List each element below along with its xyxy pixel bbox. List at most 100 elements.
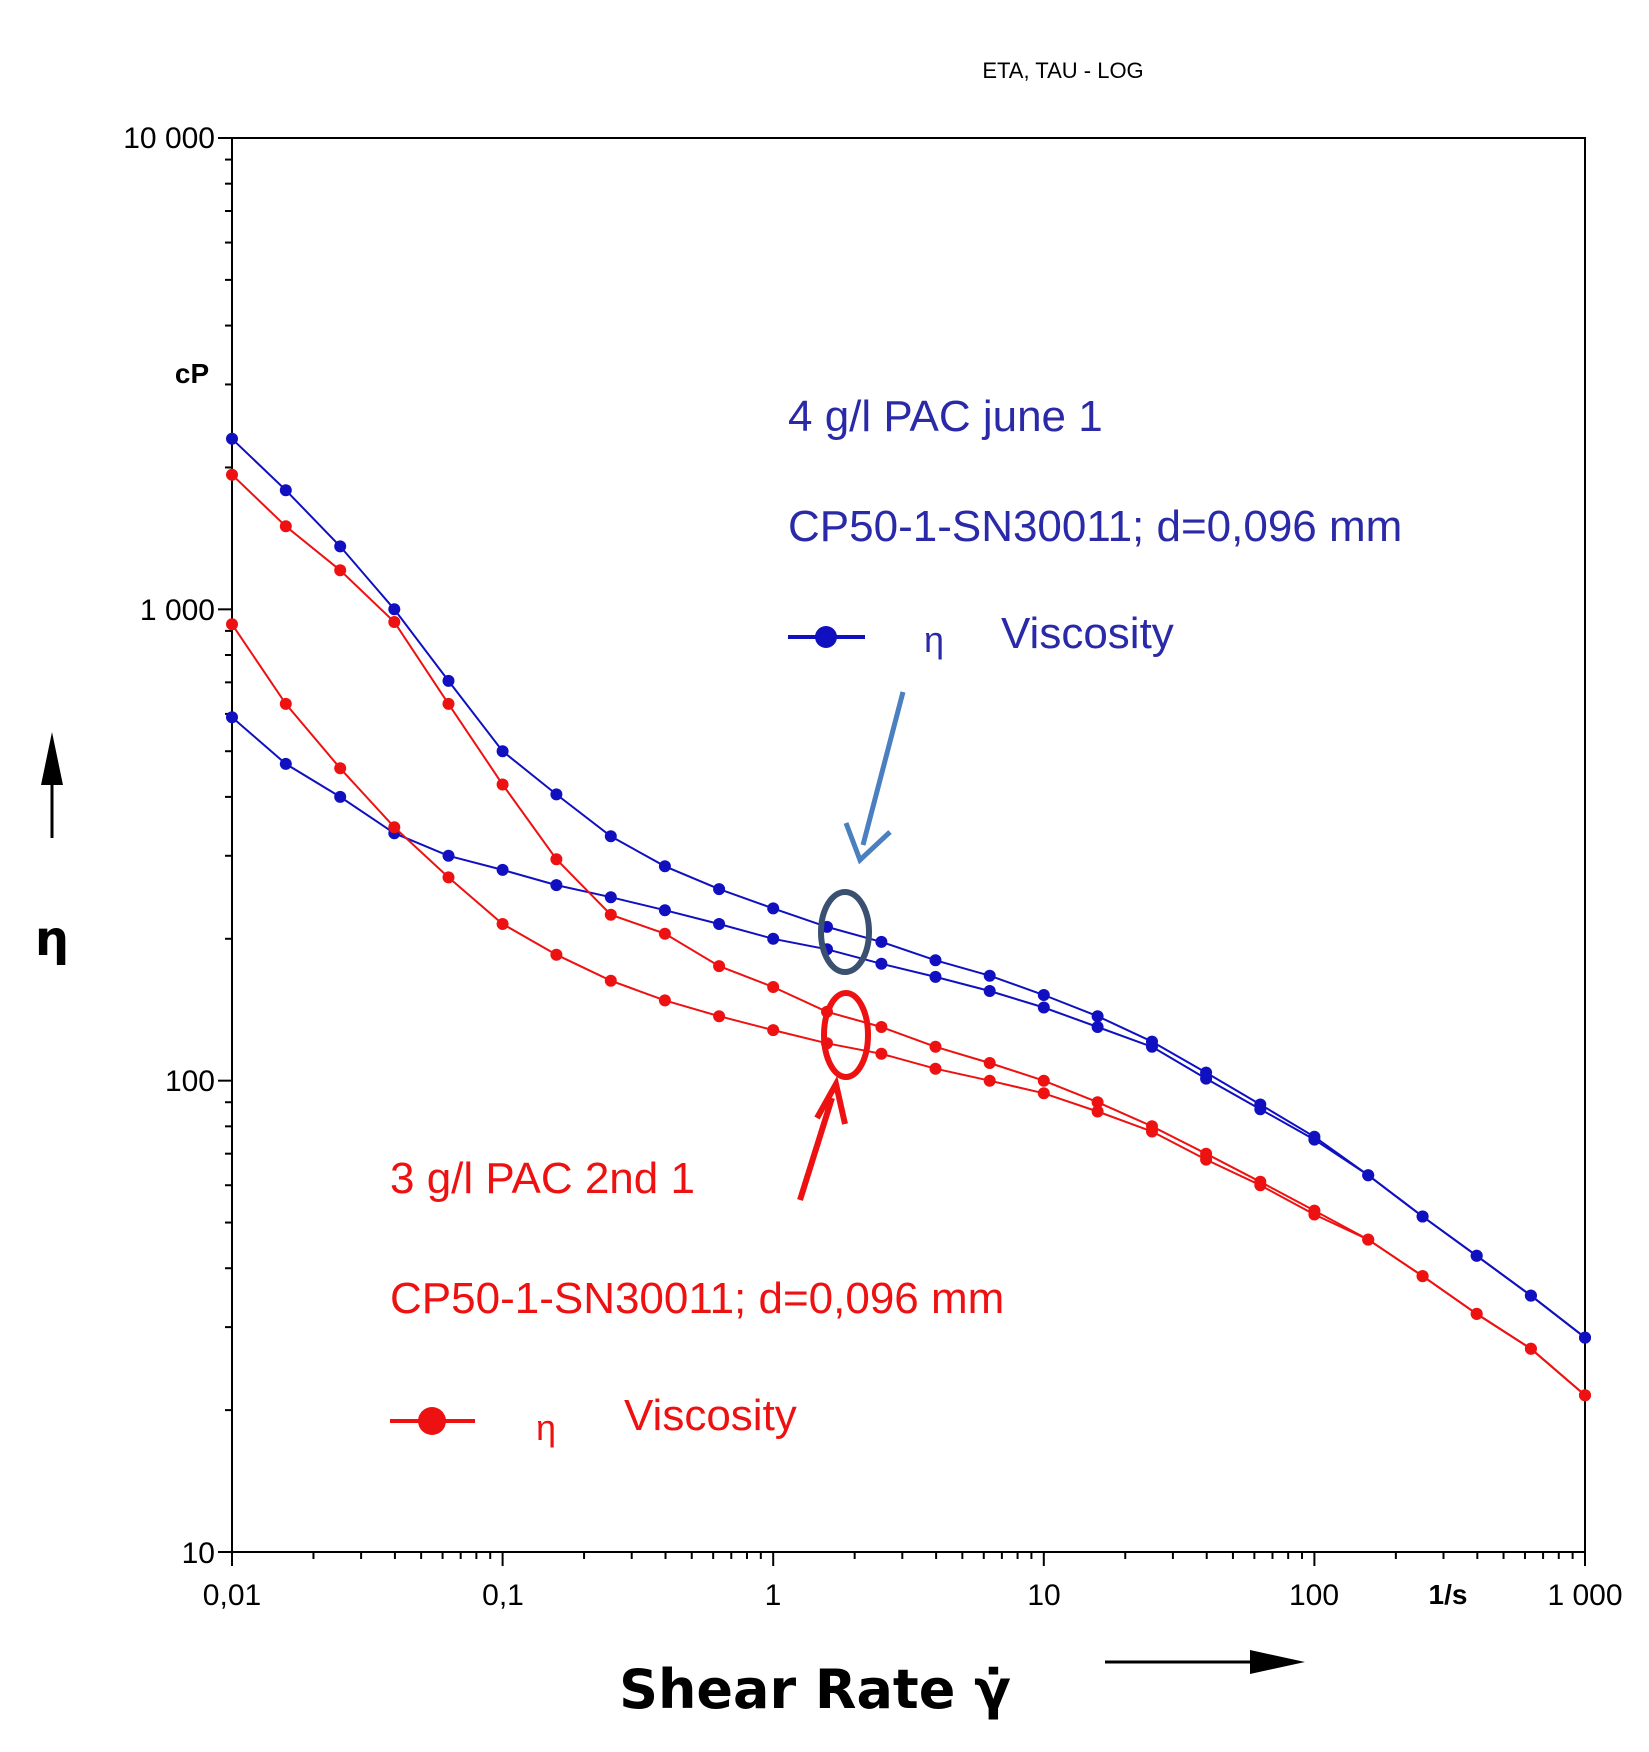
data-point (442, 849, 455, 862)
data-point (658, 927, 671, 940)
data-point (550, 879, 563, 892)
data-point (1308, 1208, 1321, 1221)
data-point (550, 788, 563, 801)
x-axis-arrow (1105, 1650, 1305, 1674)
data-point (226, 618, 238, 631)
data-point (1579, 1389, 1591, 1402)
data-point (1308, 1133, 1321, 1146)
data-point (1254, 1179, 1267, 1192)
data-point (767, 932, 780, 945)
data-point (279, 484, 292, 497)
series-red-2 (226, 468, 1591, 1402)
data-point (334, 564, 347, 577)
data-point (1091, 1105, 1104, 1118)
data-point (713, 883, 726, 896)
y-tick-label: 100 (165, 1065, 215, 1098)
data-point (388, 616, 401, 628)
data-point (334, 762, 347, 775)
data-point (1416, 1270, 1429, 1283)
highlight-ellipse-blue (818, 889, 872, 975)
data-point (1037, 1074, 1050, 1087)
legend-blue: 4 g/l PAC june 1 CP50-1-SN30011; d=0,096… (788, 392, 1402, 660)
data-point (658, 904, 671, 917)
data-point (929, 970, 942, 983)
series-line (231, 623, 1586, 1397)
series-line (231, 716, 1586, 1339)
data-point (226, 711, 238, 724)
data-point (983, 1074, 996, 1087)
data-point (1091, 1021, 1104, 1033)
data-point (442, 674, 455, 687)
data-point (767, 1024, 780, 1037)
data-point (983, 1057, 996, 1069)
legend-blue-symbol: η (924, 619, 944, 660)
data-point (279, 757, 292, 770)
data-point (388, 603, 401, 616)
series-blue-1 (226, 711, 1591, 1344)
data-point (279, 520, 292, 533)
data-point (496, 918, 509, 930)
data-point (496, 745, 509, 758)
data-point (1470, 1307, 1483, 1320)
data-point (604, 908, 617, 921)
data-point (1091, 1096, 1104, 1109)
y-axis-label: η (35, 911, 69, 967)
y-tick-label: 10 (182, 1537, 215, 1570)
data-point (1416, 1210, 1429, 1223)
data-point (713, 918, 726, 930)
data-point (442, 697, 455, 710)
legend-blue-label: Viscosity (1001, 609, 1174, 658)
data-point (1470, 1249, 1483, 1262)
data-point (983, 985, 996, 997)
data-point (1037, 1087, 1050, 1100)
data-point (658, 860, 671, 873)
data-point (767, 981, 780, 993)
data-point (442, 871, 455, 884)
series-red-3 (226, 618, 1591, 1402)
data-point (929, 1062, 942, 1075)
data-point (875, 1047, 888, 1060)
x-tick-label: 1 (765, 1579, 782, 1612)
data-point (875, 1021, 888, 1033)
data-point (604, 974, 617, 987)
legend-blue-name: 4 g/l PAC june 1 (788, 392, 1103, 441)
data-point (1037, 989, 1050, 1001)
y-tick-label: 10 000 (123, 122, 215, 155)
data-point (226, 468, 238, 481)
data-point (604, 891, 617, 904)
legend-blue-marker (788, 626, 865, 648)
data-point (1362, 1233, 1375, 1246)
data-point (929, 954, 942, 967)
data-point (279, 697, 292, 710)
legend-red: 3 g/l PAC 2nd 1 CP50-1-SN30011; d=0,096 … (390, 1154, 1004, 1448)
data-point (1579, 1331, 1591, 1344)
axis-ticks (218, 137, 1586, 1566)
series-blue-0 (226, 432, 1591, 1344)
data-point (875, 935, 888, 948)
data-point (604, 830, 617, 843)
x-tick-label: 1 000 (1547, 1579, 1622, 1612)
x-tick-label: 0,01 (203, 1579, 261, 1612)
plot-frame (231, 137, 1586, 1553)
series-line (231, 473, 1586, 1397)
data-point (983, 969, 996, 982)
data-point (1091, 1010, 1104, 1023)
data-point (1200, 1072, 1213, 1085)
data-point (713, 1010, 726, 1023)
x-axis-label: Shear Rate γ̇ (619, 1658, 1011, 1721)
data-point (1524, 1289, 1537, 1302)
data-point (1146, 1040, 1158, 1053)
data-point (496, 778, 509, 791)
series-layer (226, 432, 1591, 1402)
data-point (1037, 1001, 1050, 1014)
legend-blue-sub: CP50-1-SN30011; d=0,096 mm (788, 502, 1402, 551)
data-point (334, 790, 347, 803)
data-point (388, 821, 401, 834)
data-point (875, 957, 888, 970)
data-point (550, 948, 563, 961)
x-tick-label: 10 (1027, 1579, 1060, 1612)
data-point (1254, 1103, 1267, 1116)
data-point (226, 432, 238, 445)
data-point (1524, 1342, 1537, 1355)
